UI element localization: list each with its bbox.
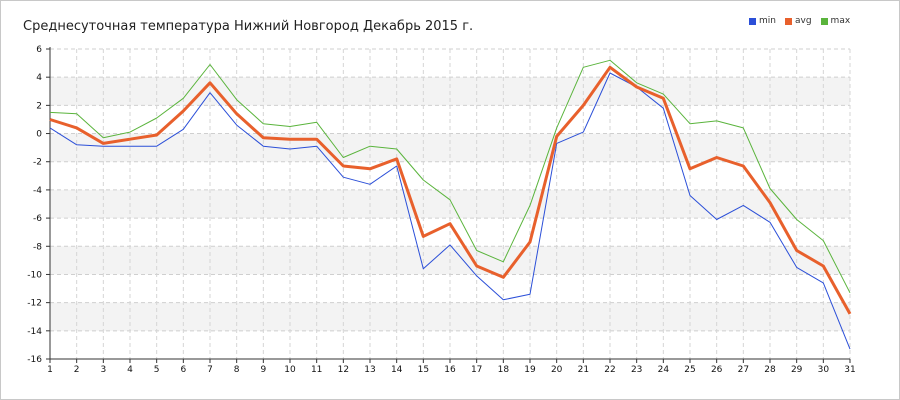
y-tick-label: -6 [33, 214, 42, 224]
legend-label-max: max [830, 16, 851, 26]
y-tick-label: 4 [36, 73, 42, 83]
x-tick-label: 10 [284, 365, 296, 375]
x-tick-label: 1 [47, 365, 53, 375]
x-tick-label: 12 [338, 365, 349, 375]
legend-label-min: min [759, 16, 776, 26]
y-tick-label: -12 [27, 299, 42, 309]
y-tick-label: 6 [36, 45, 42, 55]
x-tick-label: 22 [604, 365, 615, 375]
x-tick-label: 2 [74, 365, 80, 375]
x-tick-label: 20 [551, 365, 563, 375]
x-tick-label: 7 [207, 365, 213, 375]
x-tick-label: 27 [738, 365, 749, 375]
x-tick-label: 21 [578, 365, 589, 375]
chart-title: Среднесуточная температура Нижний Новгор… [23, 19, 474, 34]
x-tick-label: 17 [471, 365, 482, 375]
x-tick-label: 18 [498, 365, 510, 375]
series-line-max [49, 59, 851, 294]
x-tick-label: 24 [658, 365, 670, 375]
x-tick-label: 11 [311, 365, 322, 375]
x-tick-label: 19 [524, 365, 536, 375]
x-tick-label: 13 [364, 365, 375, 375]
x-tick-label: 3 [100, 365, 106, 375]
y-tick-label: -8 [33, 242, 42, 252]
x-tick-label: 9 [260, 365, 266, 375]
chart-legend: min avg max [749, 16, 850, 26]
x-tick-label: 26 [711, 365, 723, 375]
x-tick-label: 5 [154, 365, 160, 375]
x-tick-label: 8 [234, 365, 240, 375]
x-tick-label: 16 [444, 365, 456, 375]
x-tick-label: 4 [127, 365, 133, 375]
legend-item-max: max [820, 16, 851, 26]
x-tick-label: 28 [764, 365, 776, 375]
y-tick-label: -4 [33, 186, 42, 196]
legend-item-min: min [749, 16, 776, 26]
y-tick-label: -14 [27, 327, 42, 337]
y-tick-label: -10 [27, 270, 42, 280]
x-tick-label: 23 [631, 365, 642, 375]
series-line-min [49, 72, 851, 350]
legend-swatch-max [820, 17, 828, 25]
x-tick-label: 29 [791, 365, 803, 375]
legend-swatch-avg [784, 17, 792, 25]
x-tick-label: 6 [180, 365, 186, 375]
y-tick-label: 2 [36, 101, 42, 111]
y-tick-label: -2 [33, 158, 42, 168]
x-tick-label: 25 [684, 365, 695, 375]
x-tick-label: 31 [844, 365, 855, 375]
x-tick-label: 15 [418, 365, 429, 375]
legend-label-avg: avg [794, 16, 812, 26]
legend-item-avg: avg [784, 16, 812, 26]
y-tick-label: 0 [36, 130, 42, 140]
series-line-avg [49, 65, 852, 315]
x-tick-label: 14 [391, 365, 403, 375]
x-tick-label: 30 [818, 365, 830, 375]
y-tick-label: -16 [27, 355, 42, 365]
legend-swatch-min [749, 17, 756, 25]
